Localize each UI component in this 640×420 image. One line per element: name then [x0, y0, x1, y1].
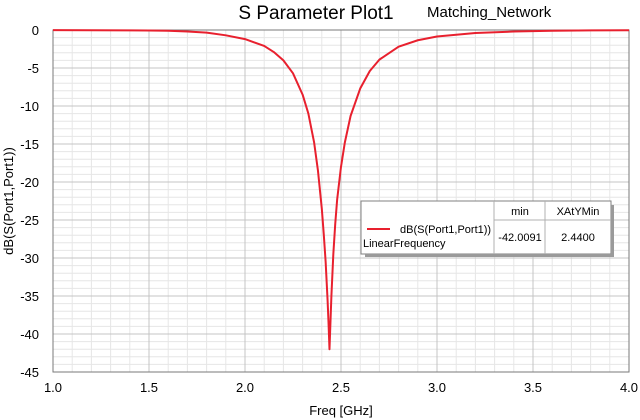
- series-layer: [52, 29, 630, 351]
- x-tick-label: 2.0: [236, 380, 254, 395]
- legend-sweep-label: LinearFrequency: [363, 238, 446, 250]
- y-tick-label: -25: [20, 213, 39, 228]
- x-tick-label: 1.5: [140, 380, 158, 395]
- y-tick-label: -15: [20, 137, 39, 152]
- y-tick-label: -45: [20, 365, 39, 380]
- legend-shadow: [611, 205, 614, 257]
- legend-trace-label: dB(S(Port1,Port1)): [400, 224, 491, 236]
- legend-min-value: -42.0091: [498, 232, 541, 244]
- y-tick-labels: 0 -5 -10 -15 -20 -25 -30 -35 -40 -45: [20, 23, 39, 380]
- series-line-s11: [52, 29, 630, 351]
- plot-frame: [52, 29, 630, 373]
- y-tick-label: 0: [32, 23, 39, 38]
- y-tick-label: -10: [20, 99, 39, 114]
- legend-header-min: min: [511, 206, 529, 218]
- y-tick-label: -20: [20, 175, 39, 190]
- x-tick-label: 2.5: [332, 380, 350, 395]
- chart-subtitle: Matching_Network: [427, 4, 552, 21]
- x-tick-label: 1.0: [44, 380, 62, 395]
- legend-box[interactable]: min XAtYMin dB(S(Port1,Port1)) LinearFre…: [360, 200, 614, 257]
- x-axis-label: Freq [GHz]: [309, 403, 373, 418]
- y-tick-label: -35: [20, 289, 39, 304]
- x-tick-labels: 1.0 1.5 2.0 2.5 3.0 3.5 4.0: [44, 380, 638, 395]
- legend-shadow-bottom: [365, 254, 614, 257]
- y-tick-label: -5: [27, 61, 39, 76]
- x-tick-label: 4.0: [620, 380, 638, 395]
- legend-header-xatymin: XAtYMin: [557, 206, 600, 218]
- legend-xatymin-value: 2.4400: [561, 232, 595, 244]
- x-tick-label: 3.0: [428, 380, 446, 395]
- y-axis-label: dB(S(Port1,Port1)): [1, 147, 16, 255]
- chart-title: S Parameter Plot1: [238, 3, 393, 24]
- y-tick-label: -30: [20, 251, 39, 266]
- y-tick-label: -40: [20, 327, 39, 342]
- x-tick-label: 3.5: [524, 380, 542, 395]
